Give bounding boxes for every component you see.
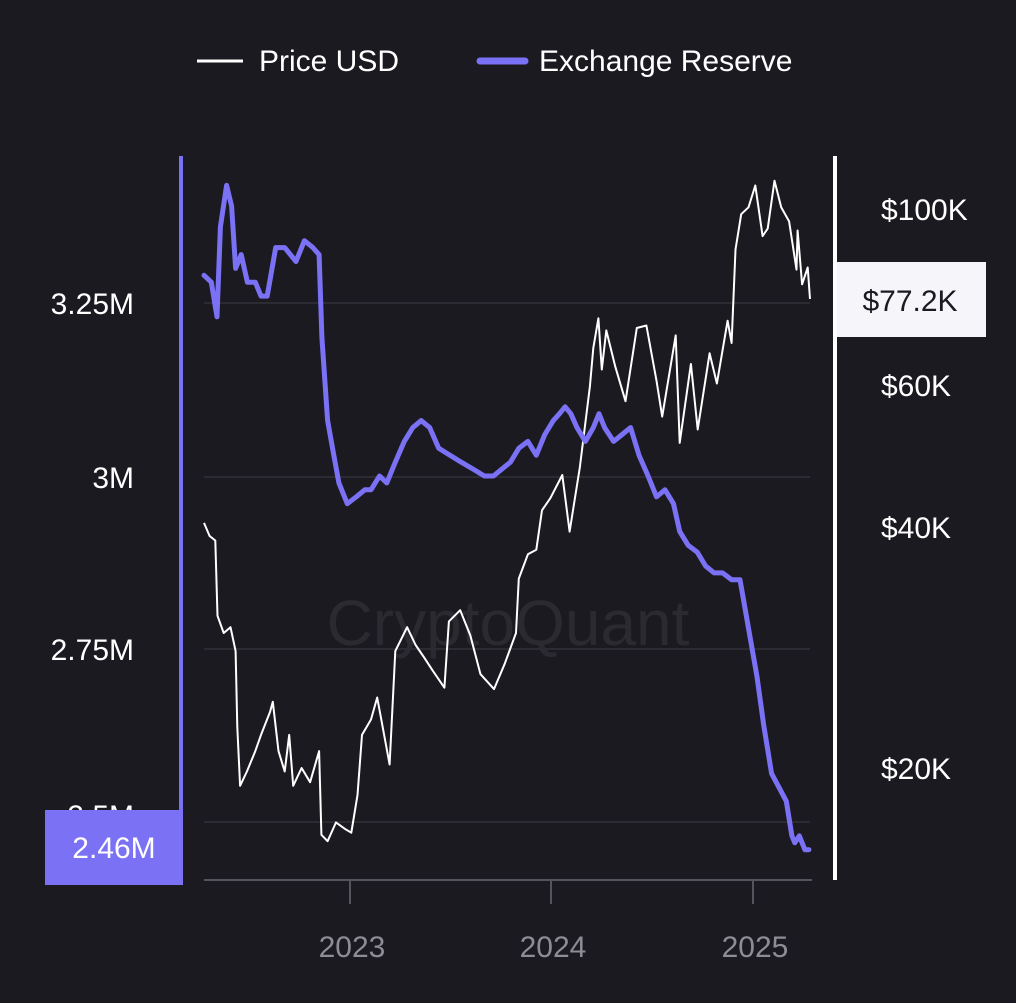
x-axis-ticks: 2023 2024 2025 bbox=[319, 880, 789, 964]
legend: Price USD Exchange Reserve bbox=[197, 45, 792, 78]
x-tick-label-2024: 2024 bbox=[520, 931, 587, 964]
x-tick-label-2025: 2025 bbox=[722, 931, 789, 964]
gridlines bbox=[204, 302, 810, 823]
right-tick-label-20k: $20K bbox=[881, 753, 951, 786]
left-tick-label-2-75m: 2.75M bbox=[51, 634, 134, 667]
right-current-value-badge: $77.2K bbox=[837, 262, 986, 337]
legend-label-exchange-reserve: Exchange Reserve bbox=[539, 45, 792, 78]
right-current-value-label: $77.2K bbox=[862, 285, 957, 318]
watermark: CryptoQuant bbox=[327, 587, 690, 659]
right-axis-ticks: $100K $60K $40K $20K bbox=[881, 194, 968, 786]
left-tick-label-3m: 3M bbox=[92, 462, 134, 495]
left-axis-ticks: 3.25M 3M 2.75M 2.5M bbox=[51, 288, 134, 833]
series-line-exchange-reserve bbox=[201, 182, 812, 853]
legend-label-price: Price USD bbox=[259, 45, 399, 78]
right-tick-label-100k: $100K bbox=[881, 194, 968, 227]
left-current-value-badge: 2.46M bbox=[45, 810, 183, 885]
series-line-price bbox=[203, 179, 811, 843]
left-current-value-label: 2.46M bbox=[72, 832, 155, 865]
right-current-value-bg bbox=[837, 262, 986, 337]
left-tick-label-3-25m: 3.25M bbox=[51, 288, 134, 321]
legend-item-exchange-reserve[interactable]: Exchange Reserve bbox=[476, 45, 792, 78]
right-tick-label-60k: $60K bbox=[881, 370, 951, 403]
left-current-value-bg bbox=[45, 810, 183, 885]
right-tick-label-40k: $40K bbox=[881, 512, 951, 545]
x-tick-label-2023: 2023 bbox=[319, 931, 386, 964]
legend-item-price[interactable]: Price USD bbox=[197, 45, 399, 78]
